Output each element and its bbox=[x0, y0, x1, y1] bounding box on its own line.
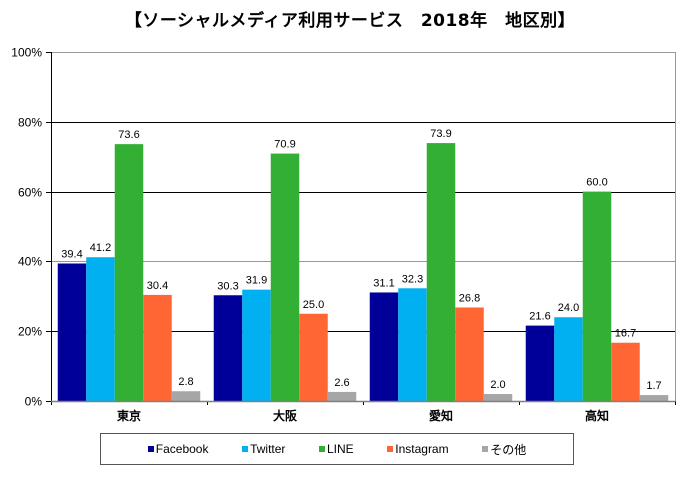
legend-swatch bbox=[387, 446, 394, 452]
data-label: 2.6 bbox=[334, 377, 349, 389]
bar-LINE-東京 bbox=[114, 144, 144, 402]
y-tick-label: 20% bbox=[18, 325, 42, 339]
data-label: 31.9 bbox=[246, 275, 267, 287]
legend-item: Facebook bbox=[147, 442, 209, 456]
y-tick-label: 60% bbox=[18, 186, 42, 200]
data-label: 31.1 bbox=[373, 277, 394, 289]
bar-その他-東京 bbox=[171, 391, 201, 401]
x-tick-label: 大阪 bbox=[273, 408, 298, 423]
bar-Facebook-大阪 bbox=[213, 295, 243, 401]
data-label: 21.6 bbox=[529, 311, 550, 323]
legend-swatch bbox=[147, 446, 154, 452]
data-label: 24.0 bbox=[558, 302, 579, 314]
y-tick-label: 0% bbox=[25, 395, 43, 409]
legend-swatch bbox=[482, 446, 489, 452]
data-label: 73.6 bbox=[118, 129, 139, 141]
bar-LINE-愛知 bbox=[426, 143, 456, 402]
legend-swatch bbox=[242, 446, 249, 452]
bar-Twitter-高知 bbox=[554, 317, 583, 401]
legend-label: その他 bbox=[490, 442, 527, 457]
bar-Instagram-大阪 bbox=[299, 313, 328, 401]
data-labels: 39.4 41.2 73.6 30.4 2.8 30.3 31.9 70.9 25.0 2.6 31… bbox=[61, 128, 661, 392]
data-label: 26.8 bbox=[459, 292, 480, 304]
data-label: 2.8 bbox=[178, 376, 193, 388]
data-label: 70.9 bbox=[274, 139, 295, 151]
bar-Facebook-愛知 bbox=[369, 292, 399, 401]
y-tick-label: 40% bbox=[18, 255, 42, 269]
bar-その他-大阪 bbox=[327, 391, 357, 401]
data-label: 60.0 bbox=[586, 177, 607, 189]
legend-label: LINE bbox=[326, 442, 354, 456]
bar-LINE-大阪 bbox=[270, 153, 300, 401]
legend-item: Instagram bbox=[387, 442, 449, 456]
legend-item: LINE bbox=[318, 442, 354, 456]
bar-Instagram-高知 bbox=[611, 342, 640, 401]
data-label: 73.9 bbox=[430, 128, 451, 140]
bar-その他-愛知 bbox=[483, 394, 513, 401]
axes: 0% 20% 40% 60% 80% 100% 東京 大阪 愛知 高知 bbox=[11, 46, 676, 423]
bar-Twitter-東京 bbox=[86, 257, 115, 401]
bar-Facebook-東京 bbox=[57, 263, 87, 401]
x-tick-label: 愛知 bbox=[429, 408, 453, 423]
gridlines bbox=[51, 52, 675, 332]
data-label: 39.4 bbox=[61, 248, 82, 260]
data-label: 16.7 bbox=[615, 328, 636, 340]
data-label: 2.0 bbox=[490, 379, 505, 391]
legend-item: その他 bbox=[482, 441, 526, 458]
bars bbox=[57, 143, 669, 402]
bar-Twitter-大阪 bbox=[242, 289, 271, 401]
bar-その他-高知 bbox=[639, 395, 669, 401]
bar-Instagram-愛知 bbox=[455, 307, 484, 401]
y-tick-label: 100% bbox=[11, 46, 42, 60]
data-label: 41.2 bbox=[90, 242, 111, 254]
data-label: 30.4 bbox=[147, 280, 168, 292]
legend-label: Twitter bbox=[250, 442, 286, 456]
x-tick-label: 高知 bbox=[585, 408, 609, 423]
legend-item: Twitter bbox=[242, 442, 285, 456]
legend-label: Instagram bbox=[395, 442, 449, 456]
data-label: 32.3 bbox=[402, 273, 423, 285]
y-tick-label: 80% bbox=[18, 116, 42, 130]
legend-swatch bbox=[318, 446, 325, 452]
data-label: 30.3 bbox=[217, 280, 238, 292]
bar-LINE-高知 bbox=[582, 191, 612, 401]
chart-title: 【ソーシャルメディア利用サービス 2018年 地区別】 bbox=[124, 11, 576, 31]
bar-Facebook-高知 bbox=[525, 325, 555, 401]
data-label: 25.0 bbox=[303, 299, 324, 311]
bar-Twitter-愛知 bbox=[398, 288, 427, 401]
x-tick-label: 東京 bbox=[117, 408, 141, 423]
legend-label: Facebook bbox=[155, 442, 209, 456]
bar-Instagram-東京 bbox=[143, 294, 172, 401]
data-label: 1.7 bbox=[646, 380, 661, 392]
legend: Facebook Twitter LINE Instagram その他 bbox=[100, 433, 574, 465]
